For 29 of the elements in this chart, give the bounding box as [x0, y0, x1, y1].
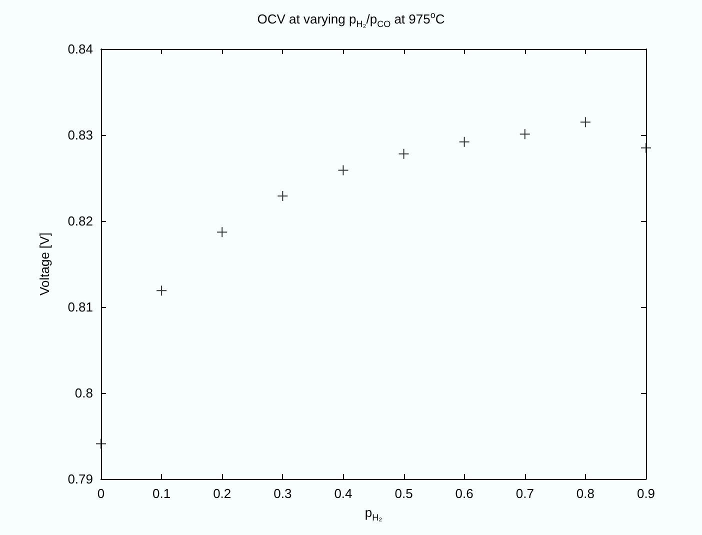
x-tick-label: 0: [97, 486, 105, 501]
point: [519, 128, 530, 140]
y-axis-title: Voltage [V]: [37, 232, 52, 296]
x-tick-label: 0.9: [636, 486, 656, 501]
x-tick-label: 0.5: [394, 486, 413, 501]
x-tick-label: 0.7: [516, 486, 534, 501]
point: [458, 136, 470, 148]
y-tick-label: 0.79: [68, 472, 93, 486]
y-tick-label: 0.84: [68, 42, 93, 56]
y-tick-label: 0.82: [68, 214, 93, 228]
chart-title: OCV at varying p$_{H₂}$/p$_{CO}$ at 975$^{o}$C: [256, 10, 446, 29]
x-tick-label: 0.2: [213, 486, 232, 501]
point: [277, 190, 288, 202]
y-tick-label: 0.83: [68, 128, 93, 142]
point: [338, 164, 349, 176]
x-tick-label: 0.6: [455, 486, 474, 501]
x-tick-label: 0.4: [334, 486, 352, 501]
point: [640, 142, 652, 154]
point: [216, 226, 228, 238]
x-tick-label: 0.8: [576, 486, 594, 501]
y-tick-label: 0.8: [74, 386, 93, 400]
point: [96, 438, 106, 450]
point: [580, 116, 591, 128]
y-tick-label: 0.81: [68, 300, 93, 314]
x-tick-label: 0.3: [274, 486, 292, 501]
x-tick-label: 0.1: [152, 486, 171, 501]
point: [398, 148, 410, 160]
point: [156, 285, 168, 296]
x-axis-title: p$_{H₂}$: [364, 505, 384, 523]
